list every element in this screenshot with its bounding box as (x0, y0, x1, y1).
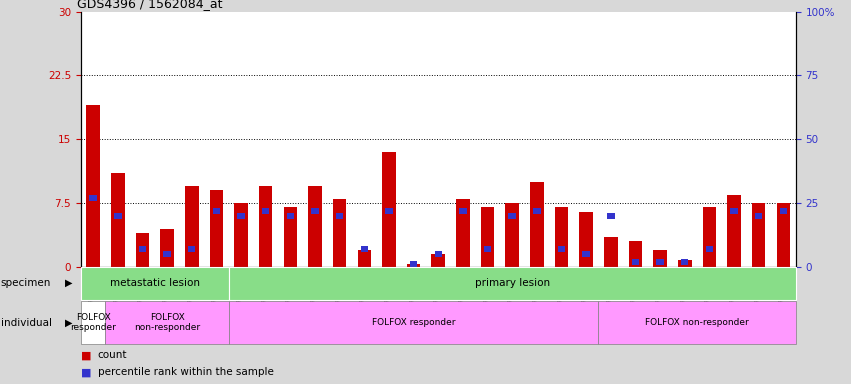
Bar (654, 250, 667, 267)
Bar (703, 207, 717, 267)
Text: FOLFOX
non-responder: FOLFOX non-responder (134, 313, 200, 332)
Bar (111, 173, 124, 267)
Bar (456, 199, 470, 267)
Bar (555, 207, 568, 267)
Bar (188, 246, 196, 252)
Bar (283, 207, 297, 267)
Bar (604, 237, 618, 267)
Text: metastatic lesion: metastatic lesion (110, 278, 200, 288)
Bar (308, 186, 322, 267)
Bar (678, 260, 692, 267)
Bar (752, 203, 766, 267)
Bar (481, 207, 494, 267)
Bar (163, 251, 171, 257)
Bar (114, 213, 122, 219)
Text: FOLFOX responder: FOLFOX responder (372, 318, 455, 327)
Bar (209, 190, 223, 267)
Text: ■: ■ (81, 350, 91, 360)
Bar (533, 208, 540, 214)
Bar (730, 208, 738, 214)
Bar (87, 105, 100, 267)
Bar (484, 246, 491, 252)
Bar (237, 213, 245, 219)
Bar (185, 186, 198, 267)
Bar (728, 195, 741, 267)
Text: FOLFOX
responder: FOLFOX responder (71, 313, 116, 332)
Bar (629, 242, 643, 267)
Bar (580, 212, 593, 267)
Bar (777, 203, 790, 267)
Bar (705, 246, 713, 252)
Bar (460, 208, 466, 214)
Bar (407, 264, 420, 267)
Bar (431, 254, 445, 267)
Bar (262, 208, 270, 214)
Bar (780, 208, 787, 214)
Text: primary lesion: primary lesion (475, 278, 550, 288)
Bar (333, 199, 346, 267)
Bar (234, 203, 248, 267)
Bar (139, 246, 146, 252)
Text: individual: individual (1, 318, 52, 328)
Bar (287, 213, 294, 219)
Bar (259, 186, 272, 267)
Bar (530, 182, 544, 267)
Bar (755, 213, 762, 219)
Bar (681, 259, 688, 265)
Text: percentile rank within the sample: percentile rank within the sample (98, 367, 274, 377)
Bar (336, 213, 344, 219)
Bar (656, 259, 664, 265)
Bar (505, 203, 519, 267)
Bar (311, 208, 319, 214)
Text: specimen: specimen (1, 278, 51, 288)
Text: ■: ■ (81, 367, 91, 377)
Bar (89, 195, 97, 201)
Text: ▶: ▶ (65, 278, 72, 288)
Bar (557, 246, 565, 252)
Bar (160, 228, 174, 267)
Bar (435, 251, 442, 257)
Bar (357, 250, 371, 267)
Bar (213, 208, 220, 214)
Bar (410, 261, 417, 267)
Text: FOLFOX non-responder: FOLFOX non-responder (645, 318, 749, 327)
Bar (382, 152, 396, 267)
Bar (509, 213, 516, 219)
Bar (607, 213, 614, 219)
Text: ▶: ▶ (65, 318, 72, 328)
Bar (631, 259, 639, 265)
Text: GDS4396 / 1562084_at: GDS4396 / 1562084_at (77, 0, 223, 10)
Bar (135, 233, 149, 267)
Bar (361, 246, 368, 252)
Text: count: count (98, 350, 128, 360)
Bar (582, 251, 590, 257)
Bar (386, 208, 392, 214)
